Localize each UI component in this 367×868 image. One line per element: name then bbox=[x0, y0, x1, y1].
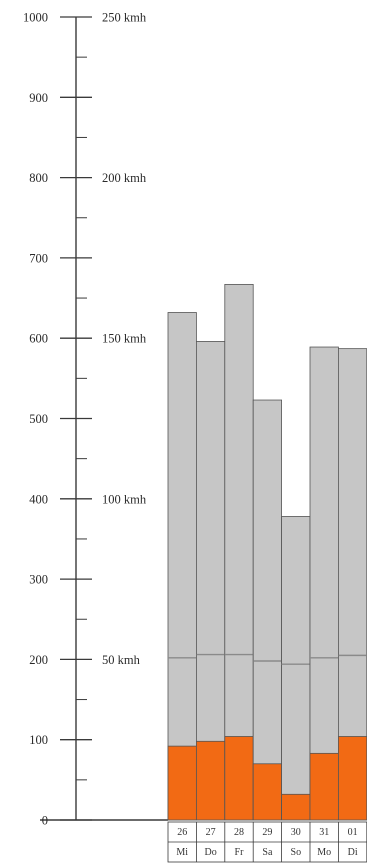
speed-label: 250 kmh bbox=[102, 11, 147, 25]
y-tick-label: 900 bbox=[29, 91, 48, 105]
bar-orange-segment bbox=[252, 763, 282, 821]
day-label: 26 bbox=[177, 827, 187, 838]
weekday-label: So bbox=[291, 847, 302, 858]
weekday-label: Fr bbox=[235, 847, 245, 858]
speed-label: 50 kmh bbox=[102, 653, 141, 667]
weekday-label: Mo bbox=[317, 847, 331, 858]
bar-orange-segment bbox=[195, 740, 226, 821]
weekday-label: Mi bbox=[176, 847, 188, 858]
speed-label: 100 kmh bbox=[102, 492, 147, 506]
bar-total bbox=[167, 312, 197, 821]
bar-total bbox=[252, 399, 282, 821]
y-tick-label: 700 bbox=[29, 251, 48, 265]
day-label: 31 bbox=[319, 827, 329, 838]
day-label: 30 bbox=[291, 827, 301, 838]
day-label: 29 bbox=[262, 827, 272, 838]
y-tick-label: 300 bbox=[29, 573, 48, 587]
day-label: 01 bbox=[348, 827, 358, 838]
bar-total bbox=[309, 346, 339, 821]
bar-orange-segment bbox=[224, 736, 254, 821]
bar-total bbox=[195, 341, 226, 821]
y-tick-label: 500 bbox=[29, 412, 48, 426]
y-tick-label: 800 bbox=[29, 171, 48, 185]
x-axis-labels: 26 Mi 27 Do 28 Fr 29 Sa 30 So 31 Mo 01 Di bbox=[167, 821, 367, 863]
speed-label: 200 kmh bbox=[102, 171, 147, 185]
y-axis: 0 100 200 300 400 500 600 700 800 900 1000 50 kmh 10… bbox=[23, 11, 168, 828]
bar-orange-segment bbox=[281, 793, 311, 821]
bar-orange-segment bbox=[309, 752, 339, 821]
speed-label: 150 kmh bbox=[102, 332, 147, 346]
y-tick-label: 400 bbox=[29, 492, 48, 506]
weekday-label: Sa bbox=[262, 847, 273, 858]
y-tick-label: 100 bbox=[29, 733, 48, 747]
y-tick-label: 600 bbox=[29, 332, 48, 346]
day-label: 28 bbox=[234, 827, 244, 838]
day-label: 27 bbox=[206, 827, 216, 838]
y-tick-label: 200 bbox=[29, 653, 48, 667]
y-tick-label: 0 bbox=[42, 814, 48, 828]
y-tick-label: 1000 bbox=[23, 11, 48, 25]
bar-orange-segment bbox=[167, 745, 197, 821]
bar-total bbox=[281, 516, 311, 821]
weekday-label: Di bbox=[348, 847, 358, 858]
bar-orange-segment bbox=[337, 736, 367, 821]
weekday-label: Do bbox=[204, 847, 216, 858]
bars bbox=[167, 283, 367, 821]
